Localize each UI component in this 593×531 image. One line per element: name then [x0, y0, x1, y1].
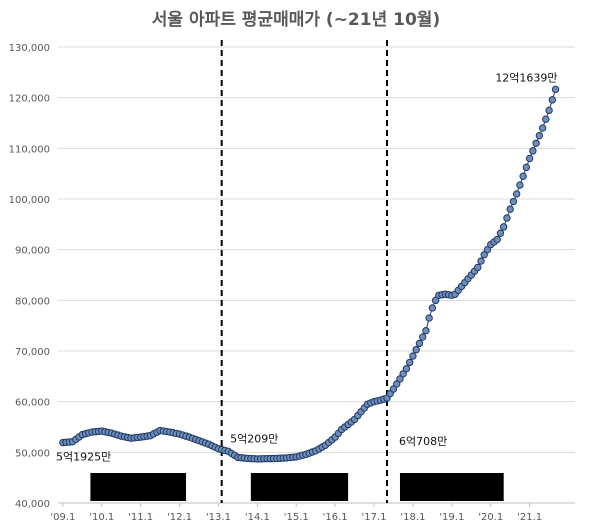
data-point: [509, 197, 518, 206]
data-point: [516, 181, 524, 189]
data-point: [545, 106, 553, 115]
data-point: [483, 245, 492, 254]
annotation-label: 5억209만: [230, 432, 278, 445]
data-point: [512, 190, 521, 198]
data-point: [542, 115, 550, 123]
data-point: [477, 257, 485, 265]
data-point: [548, 96, 557, 104]
x-axis-ticks: '09.1 '10.1 '11.1 '12.1 '13.1 '14.1 '15.1 '16.1…: [50, 503, 542, 523]
y-tick-label: 60,000: [15, 398, 50, 409]
data-point: [422, 327, 430, 335]
y-tick-label: 110,000: [9, 144, 50, 155]
data-point: [405, 358, 414, 367]
data-point: [519, 172, 527, 180]
data-point: [496, 229, 505, 237]
black-block: [250, 473, 349, 501]
price-series-line: [62, 89, 557, 460]
x-tick-label: '21.1: [517, 512, 542, 523]
data-point: [480, 251, 488, 259]
y-tick-label: 70,000: [15, 347, 50, 358]
black-block: [399, 473, 504, 501]
data-point: [474, 263, 482, 272]
data-point: [535, 131, 544, 140]
x-tick-label: '14.1: [245, 512, 270, 523]
y-tick-label: 40,000: [15, 499, 50, 510]
grid-lines: [58, 46, 575, 504]
y-tick-label: 130,000: [9, 43, 50, 54]
data-point: [409, 352, 417, 360]
data-point: [431, 296, 440, 305]
data-point: [412, 346, 420, 354]
x-tick-label: '12.1: [167, 512, 192, 523]
x-tick-label: '20.1: [478, 512, 503, 523]
y-axis-ticks: 40,000 50,000 60,000 70,000 80,000 90,000 100,…: [9, 43, 50, 510]
data-point: [529, 147, 537, 155]
x-tick-label: '09.1: [50, 512, 75, 523]
data-point: [493, 235, 501, 244]
data-point: [415, 339, 424, 348]
price-series-markers: [59, 85, 560, 463]
x-tick-label: '13.1: [206, 512, 231, 523]
data-point: [532, 139, 540, 147]
data-point: [393, 380, 401, 388]
y-tick-label: 80,000: [15, 296, 50, 307]
data-point: [499, 223, 508, 231]
y-tick-label: 50,000: [15, 448, 50, 459]
annotation-label: 6억708만: [399, 435, 447, 448]
data-point: [503, 214, 511, 222]
chart-title: 서울 아파트 평균매매가 (~21년 10월): [152, 10, 440, 30]
data-point: [538, 124, 547, 132]
x-tick-label: '18.1: [400, 512, 425, 523]
y-tick-label: 120,000: [9, 94, 50, 105]
x-tick-label: '11.1: [128, 512, 153, 523]
data-point: [525, 154, 534, 163]
x-tick-label: '16.1: [323, 512, 348, 523]
x-tick-label: '10.1: [89, 512, 114, 523]
data-point: [402, 365, 411, 373]
redaction-blocks: [90, 473, 504, 501]
data-point: [425, 314, 433, 322]
data-point: [396, 375, 404, 383]
x-tick-label: '19.1: [439, 512, 464, 523]
data-point: [389, 385, 398, 393]
divider-lines: [220, 40, 388, 503]
data-point: [506, 205, 514, 213]
y-tick-label: 90,000: [15, 246, 50, 257]
data-point: [418, 333, 427, 341]
annotation-label: 12억1639만: [495, 71, 557, 84]
x-tick-label: '17.1: [362, 512, 387, 523]
x-tick-label: '15.1: [284, 512, 309, 523]
black-block: [90, 473, 187, 501]
annotations: 5억1925만 5억209만 6억708만 12억1639만: [56, 71, 558, 463]
data-point: [522, 163, 531, 172]
y-tick-label: 100,000: [9, 195, 50, 206]
data-point: [551, 85, 560, 94]
annotation-label: 5억1925만: [56, 451, 111, 464]
data-point: [428, 304, 437, 312]
data-point: [399, 370, 407, 378]
